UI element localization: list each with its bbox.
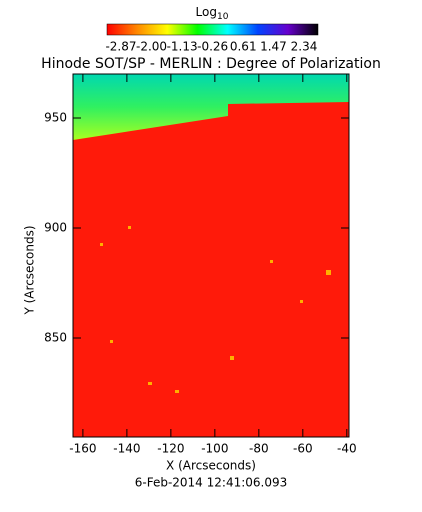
x-tick-label: -100	[201, 442, 228, 456]
speckles	[100, 226, 331, 393]
colorbar-tick-label: -2.00	[136, 40, 167, 54]
off-limb	[73, 74, 349, 140]
x-tick-label: -140	[113, 442, 140, 456]
colorbar-tick-label: 2.34	[291, 40, 318, 54]
chart-title: Hinode SOT/SP - MERLIN : Degree of Polar…	[41, 56, 381, 72]
colorbar-label-sub: 10	[217, 12, 229, 22]
colorbar-tick-label: -1.13	[167, 40, 198, 54]
x-tick-label: -40	[337, 442, 357, 456]
colorbar-tick-label: -2.87	[105, 40, 136, 54]
y-tick-label: 850	[44, 331, 67, 345]
colorbar-label: Log10	[196, 5, 229, 22]
x-tick-label: -160	[69, 442, 96, 456]
colorbar-label-text: Log	[196, 5, 217, 19]
colorbar-tick-label: 1.47	[260, 40, 287, 54]
image	[73, 74, 349, 437]
colorbar-tick-label: 0.61	[230, 40, 257, 54]
x-tick-label: -80	[249, 442, 269, 456]
y-tick-label: 900	[44, 221, 67, 235]
axes-frame	[72, 73, 350, 438]
y-axis-label: Y (Arcseconds)	[23, 225, 37, 315]
x-tick-label: -60	[293, 442, 313, 456]
colorbar	[106, 23, 319, 36]
x-axis-label: X (Arcseconds)	[166, 459, 256, 473]
y-tick-label: 950	[44, 111, 67, 125]
colorbar-tick-label: -0.26	[197, 40, 228, 54]
annotation: 6-Feb-2014 12:41:06.093	[135, 476, 288, 490]
disk	[73, 74, 349, 437]
x-tick-label: -120	[157, 442, 184, 456]
